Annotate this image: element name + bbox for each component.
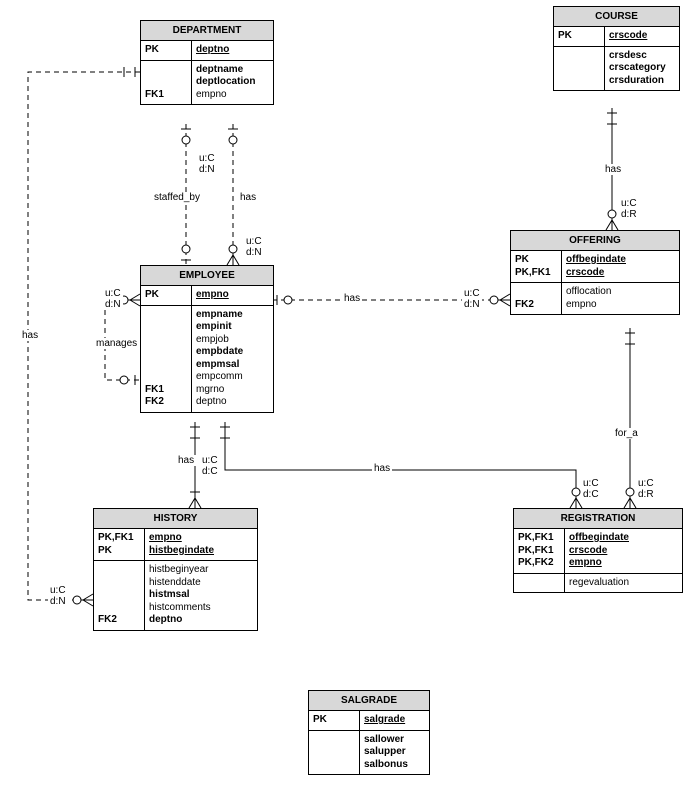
- attr-column: empno: [192, 286, 273, 305]
- entity-row: PKPK,FK1offbegindatecrscode: [511, 251, 679, 283]
- entity-title: REGISTRATION: [514, 509, 682, 529]
- attr-column: offbegindatecrscodeempno: [565, 529, 682, 573]
- cardinality-label: u:C d:N: [103, 288, 123, 310]
- entity-employee: EMPLOYEEPKempno FK1FK2empnameempinitempj…: [140, 265, 274, 413]
- entity-row: FK1deptnamedeptlocationempno: [141, 61, 273, 105]
- entity-title: HISTORY: [94, 509, 257, 529]
- entity-row: FK1FK2empnameempinitempjobempbdateempmsa…: [141, 306, 273, 412]
- attr-column: empnameempinitempjobempbdateempmsalempco…: [192, 306, 273, 412]
- entity-row: PKempno: [141, 286, 273, 306]
- edge-label: has: [342, 293, 362, 304]
- attr-column: histbeginyearhistenddatehistmsalhistcomm…: [145, 561, 257, 630]
- edges-layer: [0, 0, 690, 803]
- entity-row: PKsalgrade: [309, 711, 429, 731]
- entity-row: crsdesccrscategorycrsduration: [554, 47, 679, 91]
- key-column: PK,FK1PK: [94, 529, 145, 560]
- attr-column: deptno: [192, 41, 273, 60]
- key-column: PKPK,FK1: [511, 251, 562, 282]
- edge-label: manages: [94, 338, 139, 349]
- edge-label: has: [238, 192, 258, 203]
- edge-label: has: [176, 455, 196, 466]
- entity-department: DEPARTMENTPKdeptno FK1deptnamedeptlocati…: [140, 20, 274, 105]
- edge-label: staffed_by: [152, 192, 202, 203]
- cardinality-label: u:C d:C: [200, 455, 220, 477]
- attr-column: offbegindatecrscode: [562, 251, 679, 282]
- cardinality-label: u:C d:N: [48, 585, 68, 607]
- edge-label: has: [372, 463, 392, 474]
- er-diagram: DEPARTMENTPKdeptno FK1deptnamedeptlocati…: [0, 0, 690, 803]
- key-column: [309, 731, 360, 775]
- entity-row: PKcrscode: [554, 27, 679, 47]
- edge-label: has: [20, 330, 40, 341]
- attr-column: regevaluation: [565, 574, 682, 593]
- attr-column: deptnamedeptlocationempno: [192, 61, 273, 105]
- attr-column: empnohistbegindate: [145, 529, 257, 560]
- entity-row: sallowersaluppersalbonus: [309, 731, 429, 775]
- entity-title: DEPARTMENT: [141, 21, 273, 41]
- key-column: [554, 47, 605, 91]
- entity-row: PKdeptno: [141, 41, 273, 61]
- key-column: PK,FK1PK,FK1PK,FK2: [514, 529, 565, 573]
- entity-title: EMPLOYEE: [141, 266, 273, 286]
- key-column: FK1FK2: [141, 306, 192, 412]
- entity-registration: REGISTRATIONPK,FK1PK,FK1PK,FK2offbeginda…: [513, 508, 683, 593]
- entity-title: OFFERING: [511, 231, 679, 251]
- entity-row: FK2histbeginyearhistenddatehistmsalhistc…: [94, 561, 257, 630]
- cardinality-label: u:C d:C: [581, 478, 601, 500]
- key-column: PK: [141, 41, 192, 60]
- entity-course: COURSEPKcrscode crsdesccrscategorycrsdur…: [553, 6, 680, 91]
- entity-title: SALGRADE: [309, 691, 429, 711]
- edge-label: for_a: [613, 428, 640, 439]
- key-column: FK2: [94, 561, 145, 630]
- attr-column: sallowersaluppersalbonus: [360, 731, 429, 775]
- key-column: PK: [309, 711, 360, 730]
- edge-label: has: [603, 164, 623, 175]
- key-column: [514, 574, 565, 593]
- entity-title: COURSE: [554, 7, 679, 27]
- key-column: PK: [554, 27, 605, 46]
- entity-offering: OFFERINGPKPK,FK1offbegindatecrscode FK2o…: [510, 230, 680, 315]
- cardinality-label: u:C d:N: [462, 288, 482, 310]
- cardinality-label: u:C d:R: [619, 198, 639, 220]
- cardinality-label: u:C d:N: [197, 153, 217, 175]
- key-column: FK1: [141, 61, 192, 105]
- entity-salgrade: SALGRADEPKsalgrade sallowersaluppersalbo…: [308, 690, 430, 775]
- attr-column: crsdesccrscategorycrsduration: [605, 47, 679, 91]
- cardinality-label: u:C d:R: [636, 478, 656, 500]
- key-column: FK2: [511, 283, 562, 314]
- key-column: PK: [141, 286, 192, 305]
- attr-column: salgrade: [360, 711, 429, 730]
- cardinality-label: u:C d:N: [244, 236, 264, 258]
- entity-row: FK2offlocationempno: [511, 283, 679, 314]
- attr-column: crscode: [605, 27, 679, 46]
- entity-row: regevaluation: [514, 574, 682, 593]
- entity-row: PK,FK1PK,FK1PK,FK2offbegindatecrscodeemp…: [514, 529, 682, 574]
- attr-column: offlocationempno: [562, 283, 679, 314]
- entity-row: PK,FK1PKempnohistbegindate: [94, 529, 257, 561]
- entity-history: HISTORYPK,FK1PKempnohistbegindate FK2his…: [93, 508, 258, 631]
